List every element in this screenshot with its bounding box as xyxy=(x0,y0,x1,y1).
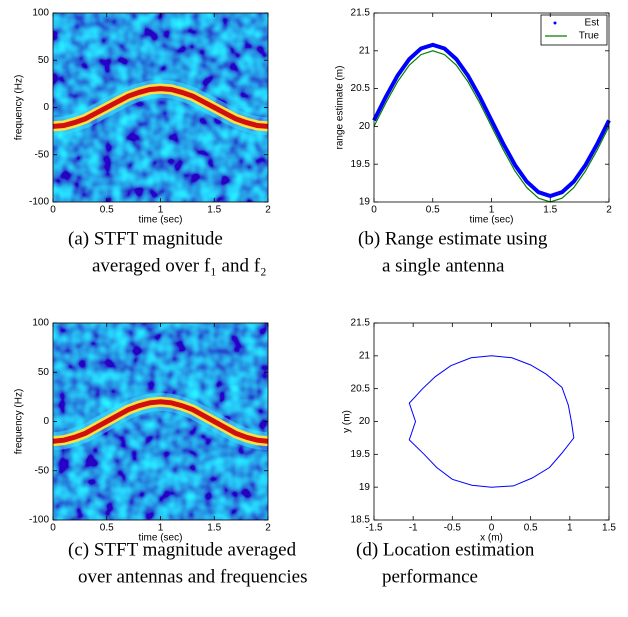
series-line xyxy=(373,50,610,203)
caption-line: (a) STFT magnitude xyxy=(68,228,223,249)
y-tick-label: 19.5 xyxy=(351,159,371,170)
x-tick-label: -1.5 xyxy=(365,523,383,534)
caption-line: a single antenna xyxy=(382,255,505,276)
y-axis-label: frequency (Hz) xyxy=(14,389,25,455)
x-tick-label: 1.5 xyxy=(602,523,616,534)
y-tick-label: 50 xyxy=(38,367,50,378)
x-tick-label: 0.5 xyxy=(524,523,538,534)
ridge xyxy=(52,399,269,444)
x-tick-label: 1.5 xyxy=(207,523,221,534)
x-tick-label: 0.5 xyxy=(426,205,440,216)
x-tick-label: 1 xyxy=(567,523,573,534)
y-tick-label: 19 xyxy=(359,482,371,493)
legend-label: True xyxy=(579,31,600,42)
y-axis-label: y (m) xyxy=(342,410,353,433)
track-line xyxy=(408,355,575,488)
x-tick-label: 1 xyxy=(489,205,495,216)
y-axis-label: frequency (Hz) xyxy=(14,75,25,141)
caption-line: performance xyxy=(382,566,478,587)
y-tick-label: -100 xyxy=(29,515,49,526)
y-tick-label: 19.5 xyxy=(351,449,371,460)
ridge xyxy=(52,86,269,129)
x-tick-label: 0 xyxy=(50,523,56,534)
legend-box xyxy=(540,14,608,46)
y-tick-label: -50 xyxy=(35,465,50,476)
heatmap-background xyxy=(53,323,268,520)
x-tick-label: 1.5 xyxy=(543,205,557,216)
x-tick-label: 0 xyxy=(50,205,56,216)
series-line xyxy=(372,42,611,199)
heatmap-background xyxy=(53,13,268,202)
legend-marker xyxy=(553,21,557,25)
x-tick-label: 2 xyxy=(265,523,271,534)
y-tick-label: 50 xyxy=(38,55,50,66)
y-tick-label: -50 xyxy=(35,149,50,160)
y-tick-label: 19 xyxy=(359,197,371,208)
caption-line: (c) STFT magnitude averaged xyxy=(68,539,297,560)
y-tick-label: 21 xyxy=(359,45,371,56)
x-axis-label: x (m) xyxy=(480,533,503,544)
y-tick-label: 21 xyxy=(359,350,371,361)
x-tick-label: 2 xyxy=(606,205,612,216)
x-axis-label: time (sec) xyxy=(470,215,514,226)
x-tick-label: 0.5 xyxy=(100,205,114,216)
y-tick-label: 20.5 xyxy=(351,83,371,94)
x-tick-label: 0 xyxy=(371,205,377,216)
x-tick-label: -0.5 xyxy=(444,523,462,534)
y-tick-label: 20 xyxy=(359,416,371,427)
x-axis-label: time (sec) xyxy=(139,215,183,226)
y-tick-label: 0 xyxy=(43,102,49,113)
y-tick-label: 21.5 xyxy=(351,8,371,19)
x-tick-label: -1 xyxy=(409,523,418,534)
y-tick-label: 0 xyxy=(43,416,49,427)
plot-area xyxy=(374,323,609,520)
x-tick-label: 2 xyxy=(265,205,271,216)
caption-line: (b) Range estimate using xyxy=(358,228,548,249)
legend-label: Est xyxy=(585,18,600,29)
caption-line: over antennas and frequencies xyxy=(78,566,307,587)
x-tick-label: 1.5 xyxy=(207,205,221,216)
x-tick-label: 0 xyxy=(489,523,495,534)
y-tick-label: 21.5 xyxy=(351,318,371,329)
caption-line: (d) Location estimation xyxy=(356,539,535,560)
x-axis-label: time (sec) xyxy=(139,533,183,544)
y-tick-label: 18.5 xyxy=(351,515,371,526)
y-tick-label: 100 xyxy=(32,8,49,19)
y-tick-label: 100 xyxy=(32,318,49,329)
y-tick-label: 20.5 xyxy=(351,383,371,394)
caption-line: averaged over f₁ and f₂ xyxy=(92,255,267,276)
y-tick-label: 20 xyxy=(359,121,371,132)
x-tick-label: 1 xyxy=(158,205,164,216)
y-tick-label: -100 xyxy=(29,197,49,208)
y-axis-label: range estimate (m) xyxy=(335,66,346,150)
x-tick-label: 1 xyxy=(158,523,164,534)
x-tick-label: 0.5 xyxy=(100,523,114,534)
